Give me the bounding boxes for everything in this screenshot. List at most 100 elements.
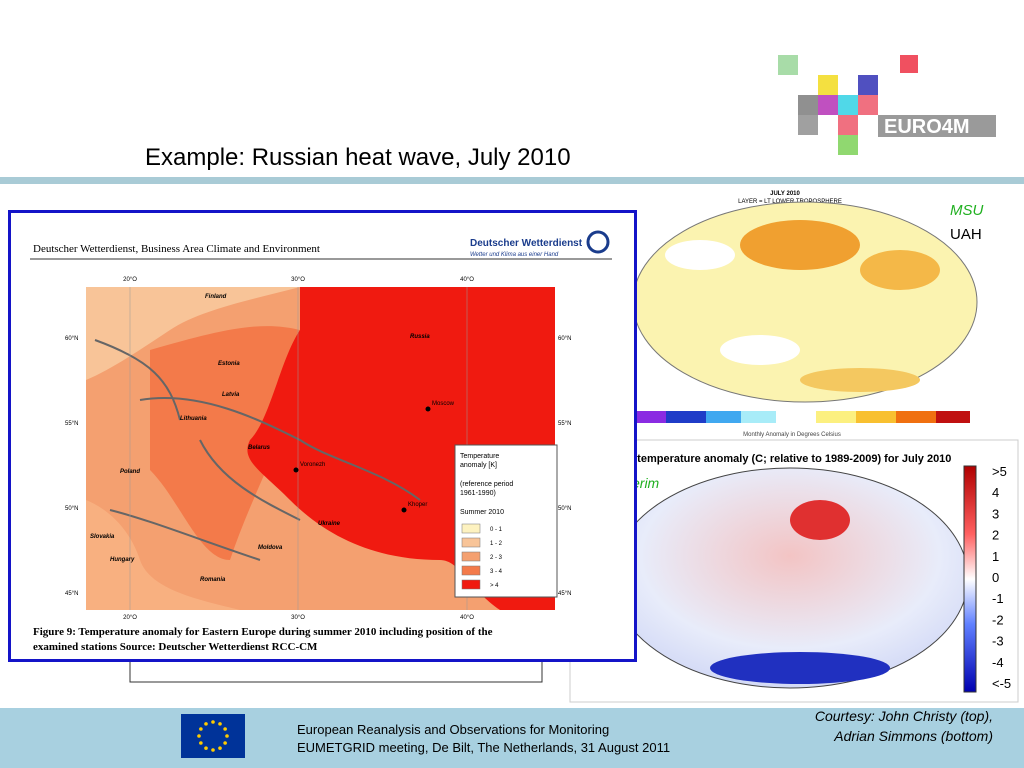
scale-label: 0 bbox=[992, 570, 999, 585]
brand-sub: Wetter und Klima aus einer Hand bbox=[470, 252, 559, 258]
slide-title: Example: Russian heat wave, July 2010 bbox=[145, 144, 571, 171]
shape bbox=[776, 411, 816, 423]
country-label: Romania bbox=[200, 577, 226, 583]
city-dot bbox=[401, 507, 407, 513]
country-label: Hungary bbox=[110, 557, 135, 563]
star bbox=[197, 734, 201, 738]
country-label: Lithuania bbox=[180, 416, 207, 422]
country-label: Belarus bbox=[248, 445, 271, 451]
legend-entries: 0 - 1 1 - 2 2 - 3 3 - 4 > 4 bbox=[461, 523, 503, 590]
star bbox=[204, 746, 208, 750]
figure: Deutscher Wetterdienst, Business Area Cl… bbox=[8, 210, 637, 662]
lon-label: 40°O bbox=[460, 615, 474, 621]
shape bbox=[816, 411, 856, 423]
lat-label: 60°N bbox=[558, 336, 571, 342]
brand: Deutscher Wetterdienst bbox=[470, 238, 583, 249]
anomaly-patch bbox=[800, 368, 920, 392]
anomaly-patch bbox=[740, 220, 860, 270]
shape bbox=[838, 95, 858, 115]
shape bbox=[798, 95, 818, 115]
lat-label: 50°N bbox=[558, 506, 571, 512]
map-labels: 20°O 20°O 30°O 30°O 40°O 40°O 60°N 60°N 55°N 55°N… bbox=[65, 277, 571, 621]
country-label: Finland bbox=[205, 294, 227, 300]
legend-label: 1 - 2 bbox=[490, 541, 503, 547]
shape bbox=[818, 75, 838, 95]
shape bbox=[778, 55, 798, 75]
lon-label: 30°O bbox=[291, 615, 305, 621]
shape bbox=[636, 411, 666, 423]
city-label: Khoper bbox=[408, 502, 427, 508]
bottom-map-title: e temperature anomaly (C; relative to 19… bbox=[628, 453, 951, 465]
map-legend: Temperature anomaly [K] (reference perio… bbox=[454, 444, 558, 598]
legend-swatch bbox=[461, 537, 481, 548]
anomaly-patch bbox=[665, 240, 735, 270]
lon-label: 20°O bbox=[123, 277, 137, 283]
lon-label: 40°O bbox=[460, 277, 474, 283]
figure-caption: examined stations Source: Deutscher Wett… bbox=[33, 641, 318, 653]
legend-text: 1961-1990) bbox=[460, 490, 496, 497]
zone bbox=[86, 287, 300, 380]
anomaly-patch bbox=[720, 335, 800, 365]
figure-caption: Figure 9: Temperature anomaly for Easter… bbox=[33, 626, 493, 638]
scale-label: 3 bbox=[992, 506, 999, 521]
figure-org: Deutscher Wetterdienst, Business Area Cl… bbox=[33, 243, 320, 255]
source-label: erim bbox=[632, 475, 660, 491]
country-label: Moldova bbox=[258, 545, 283, 551]
star bbox=[223, 727, 227, 731]
eu-stars bbox=[197, 720, 229, 752]
anomaly-patch bbox=[790, 500, 850, 540]
source-label: MSU bbox=[950, 202, 984, 219]
country-label: Estonia bbox=[218, 361, 240, 367]
legend-text: Summer 2010 bbox=[460, 509, 504, 516]
city-label: Voronezh bbox=[300, 462, 325, 468]
scale-label: -4 bbox=[992, 655, 1004, 670]
legend-text: (reference period bbox=[460, 481, 513, 488]
courtesy: Adrian Simmons (bottom) bbox=[833, 728, 993, 744]
shape bbox=[838, 135, 858, 155]
star bbox=[211, 720, 215, 724]
star bbox=[218, 722, 222, 726]
logo-text: EURO4M bbox=[884, 116, 970, 138]
legend-label: 0 - 1 bbox=[490, 527, 503, 533]
lat-label: 50°N bbox=[65, 506, 78, 512]
lat-label: 45°N bbox=[65, 591, 78, 597]
scale-label: -1 bbox=[992, 591, 1004, 606]
star bbox=[199, 741, 203, 745]
star bbox=[199, 727, 203, 731]
legend-swatch bbox=[461, 565, 481, 576]
star bbox=[211, 748, 215, 752]
lat-label: 45°N bbox=[558, 591, 571, 597]
shape bbox=[666, 411, 706, 423]
zone bbox=[150, 326, 302, 560]
shape bbox=[706, 411, 741, 423]
scale-label: 4 bbox=[992, 485, 999, 500]
border bbox=[94, 339, 421, 561]
source-label: UAH bbox=[950, 226, 982, 243]
star bbox=[225, 734, 229, 738]
lat-label: 60°N bbox=[65, 336, 78, 342]
scale-label: 1 bbox=[992, 549, 999, 564]
lat-label: 55°N bbox=[558, 421, 571, 427]
legend-label: > 4 bbox=[490, 583, 499, 589]
lon-label: 20°O bbox=[123, 615, 137, 621]
zone bbox=[86, 500, 240, 610]
shape bbox=[900, 55, 918, 73]
city-label: Moscow bbox=[432, 401, 455, 407]
country-label: Russia bbox=[410, 334, 430, 340]
city-dot bbox=[293, 467, 299, 473]
shape bbox=[838, 115, 858, 135]
top-map-title: JULY 2010 bbox=[770, 191, 800, 197]
scale-label: 2 bbox=[992, 528, 999, 543]
scale-label: -2 bbox=[992, 612, 1004, 627]
color-bar-caption: Monthly Anomaly in Degrees Celsius bbox=[743, 432, 841, 438]
shape bbox=[858, 95, 878, 115]
top-map: JULY 2010 LAYER = LT LOWER TROPOSPHERE M… bbox=[632, 191, 984, 438]
shape bbox=[856, 411, 896, 423]
shape bbox=[936, 411, 970, 423]
bottom-map: e temperature anomaly (C; relative to 19… bbox=[569, 439, 1019, 703]
legend-swatch bbox=[461, 551, 481, 562]
shape bbox=[798, 115, 818, 135]
footer-text: EUMETGRID meeting, De Bilt, The Netherla… bbox=[297, 740, 670, 755]
star bbox=[218, 746, 222, 750]
country-label: Ukraine bbox=[318, 521, 341, 527]
